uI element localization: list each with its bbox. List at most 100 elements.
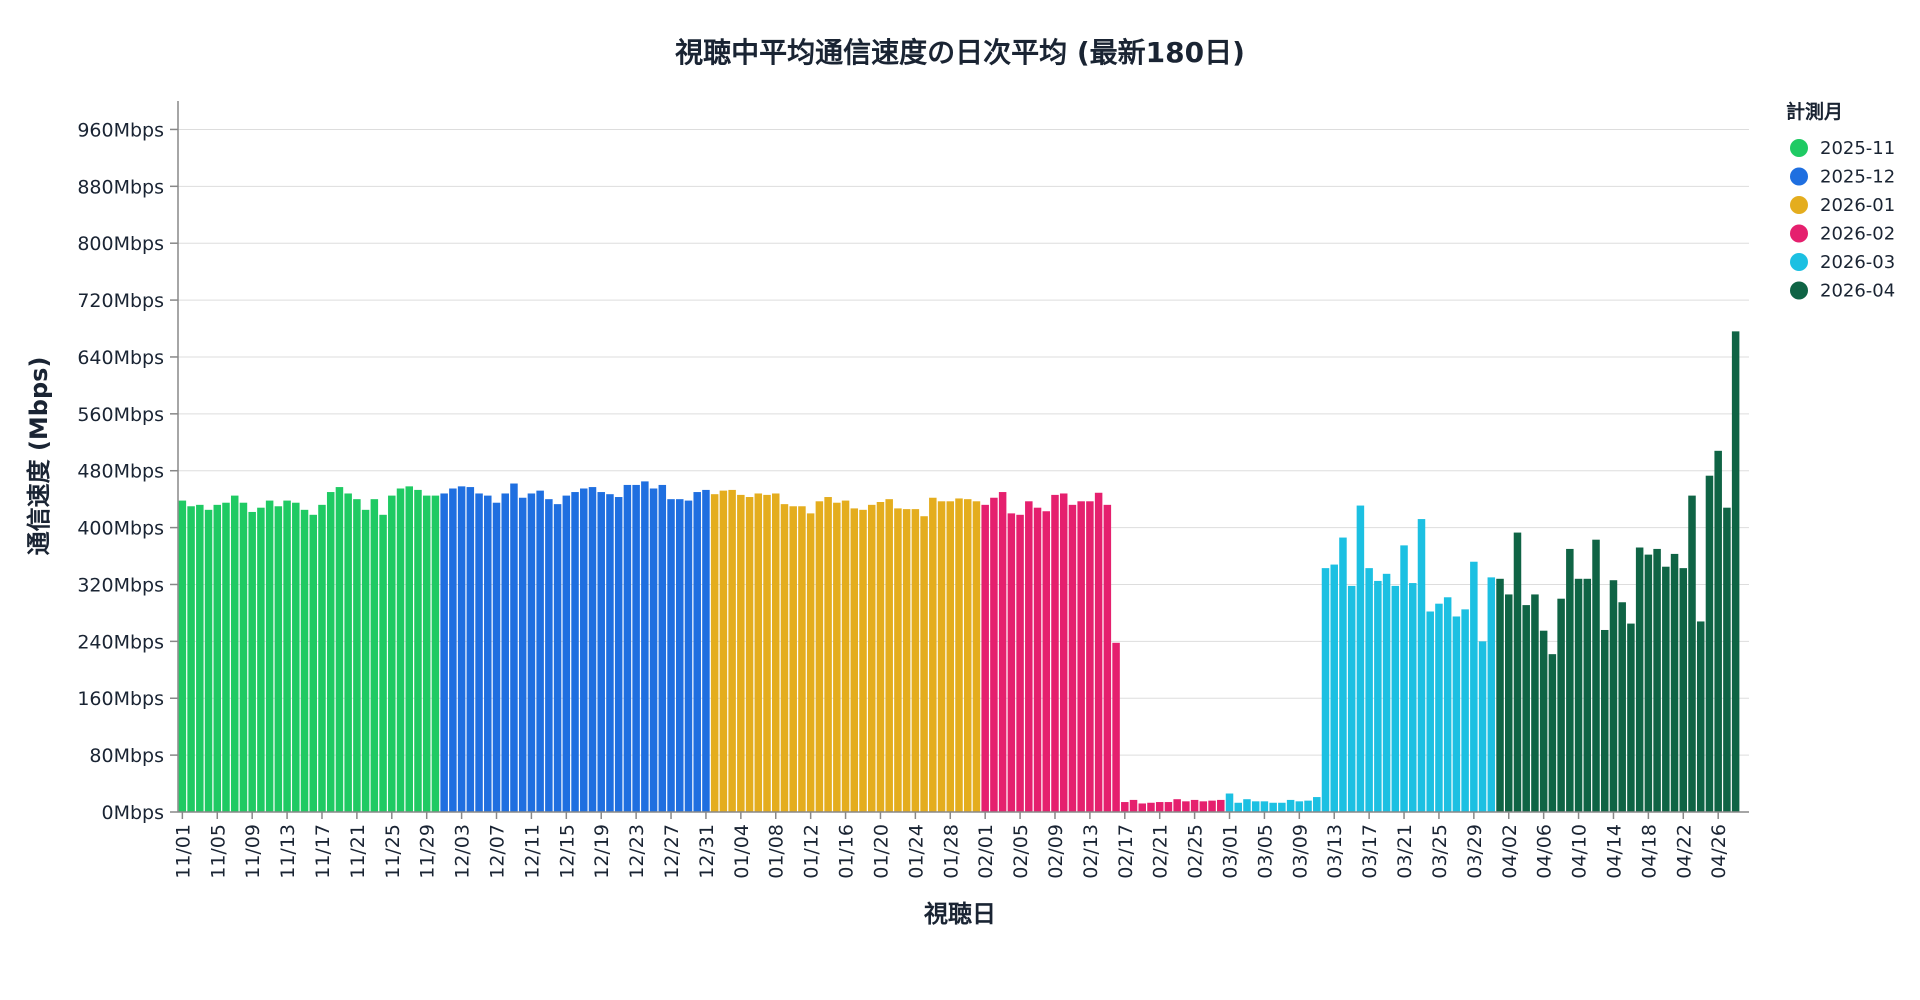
legend: 計測月 2025-11 2025-12 2026-01 2026-02 2026-03 2…	[1786, 100, 1895, 302]
bar-2025-11-4	[213, 504, 222, 812]
bar-2025-12-30	[440, 493, 448, 812]
bar-2025-12-31	[449, 488, 457, 812]
x-tick-label: 12/23	[626, 824, 648, 879]
bar-2026-02-100	[1051, 494, 1059, 812]
bar-2025-11-13	[292, 502, 300, 812]
bar-2025-12-45	[571, 492, 579, 812]
legend-swatch-2026-04	[1790, 281, 1808, 300]
bar-2026-02-101	[1059, 493, 1068, 812]
bar-2026-03-149	[1478, 641, 1487, 812]
bar-2026-04-168	[1644, 554, 1653, 812]
x-tick-label: 11/05	[207, 824, 229, 879]
bar-2026-03-135	[1356, 505, 1365, 812]
bar-2026-04-161	[1583, 578, 1592, 812]
y-tick-label: 0Mbps	[101, 802, 164, 824]
x-tick-label: 04/06	[1534, 824, 1556, 879]
bar-2025-11-15	[309, 514, 318, 812]
x-tick-label: 03/09	[1289, 824, 1311, 879]
y-tick-label: 960Mbps	[77, 119, 164, 141]
x-tick-label: 04/02	[1499, 824, 1521, 879]
bar-2025-12-39	[518, 497, 527, 812]
bar-2026-03-121	[1234, 802, 1242, 812]
bar-2026-03-125	[1269, 802, 1277, 812]
bar-2026-01-84	[911, 509, 920, 812]
x-tick-label: 11/13	[277, 824, 299, 879]
bar-2025-12-60	[702, 489, 710, 812]
bar-2026-02-97	[1025, 501, 1033, 812]
legend-label-2025-11: 2025-11	[1820, 138, 1895, 159]
x-tick-label: 12/27	[661, 824, 683, 879]
bar-2026-03-140	[1400, 545, 1408, 812]
x-axis-ticks: 11/01 11/05 11/09 11/13 11/17 11/21 11/25 11/29…	[172, 812, 1730, 879]
bar-2026-02-104	[1086, 501, 1094, 812]
x-tick-label: 01/16	[836, 824, 858, 879]
bar-2026-02-112	[1155, 802, 1164, 812]
bar-2025-12-46	[580, 488, 588, 812]
legend-label-2026-01: 2026-01	[1820, 195, 1895, 216]
bar-2026-04-178	[1731, 331, 1740, 812]
bar-2026-04-177	[1723, 507, 1731, 812]
bar-2026-03-129	[1304, 800, 1312, 812]
bar-2026-02-110	[1138, 803, 1147, 812]
x-tick-label: 01/08	[766, 824, 788, 879]
bar-2026-01-76	[841, 500, 850, 812]
x-tick-label: 12/15	[556, 824, 578, 879]
x-tick-label: 12/11	[521, 824, 543, 879]
legend-swatch-2026-02	[1790, 224, 1808, 243]
bar-2025-12-37	[501, 493, 509, 812]
bar-2026-01-69	[780, 504, 789, 812]
bar-2026-02-105	[1094, 492, 1103, 812]
bar-2026-02-103	[1077, 501, 1085, 812]
legend-label-2026-03: 2026-03	[1820, 252, 1895, 273]
bar-2026-02-118	[1208, 800, 1216, 812]
bar-2025-11-2	[196, 504, 204, 812]
bar-2025-11-14	[300, 509, 309, 812]
x-tick-label: 11/17	[312, 824, 334, 879]
y-tick-label: 880Mbps	[77, 176, 164, 198]
bar-2025-12-57	[676, 499, 684, 812]
bar-2026-02-98	[1033, 507, 1042, 812]
y-tick-label: 480Mbps	[77, 461, 164, 483]
bar-2025-12-49	[606, 494, 614, 812]
bar-2025-11-0	[178, 500, 187, 812]
bar-2026-02-109	[1129, 799, 1138, 812]
bar-2026-04-158	[1557, 598, 1565, 812]
bar-2025-11-25	[396, 488, 405, 812]
bar-2025-12-51	[623, 484, 632, 812]
x-tick-label: 11/01	[172, 824, 194, 879]
x-tick-label: 11/09	[242, 824, 264, 879]
bar-2026-01-81	[885, 499, 893, 812]
bar-2026-03-143	[1426, 611, 1434, 812]
x-tick-label: 11/21	[347, 824, 369, 879]
bar-2026-03-120	[1225, 793, 1234, 812]
bar-2026-03-126	[1278, 802, 1286, 812]
bar-2026-01-91	[972, 501, 981, 812]
bar-2026-04-153	[1513, 532, 1522, 812]
bar-2026-04-151	[1496, 578, 1504, 812]
bar-2026-03-131	[1321, 568, 1330, 812]
legend-label-2026-04: 2026-04	[1820, 281, 1895, 302]
bar-2025-12-56	[667, 499, 675, 812]
legend-label-2026-02: 2026-02	[1820, 224, 1895, 245]
bar-2026-03-137	[1374, 580, 1382, 812]
legend-label-2025-12: 2025-12	[1820, 167, 1895, 188]
bar-2025-11-20	[353, 499, 361, 812]
bar-2025-11-12	[283, 500, 291, 812]
y-tick-label: 240Mbps	[77, 631, 164, 653]
x-tick-label: 01/12	[801, 824, 823, 879]
bar-2025-11-17	[326, 492, 335, 812]
x-tick-label: 03/05	[1254, 824, 1276, 879]
bar-2026-01-66	[754, 493, 763, 812]
bar-2025-11-16	[318, 504, 326, 812]
bar-2025-11-10	[265, 500, 274, 812]
x-tick-label: 02/25	[1185, 824, 1207, 879]
bar-2025-11-6	[230, 495, 239, 812]
bar-2026-02-102	[1068, 504, 1077, 812]
bar-2026-04-171	[1670, 553, 1679, 812]
bar-2026-03-146	[1452, 616, 1461, 812]
bar-2026-01-86	[929, 497, 937, 812]
x-tick-label: 03/25	[1429, 824, 1451, 879]
x-tick-label: 03/21	[1394, 824, 1416, 879]
bar-2026-02-108	[1121, 802, 1129, 812]
